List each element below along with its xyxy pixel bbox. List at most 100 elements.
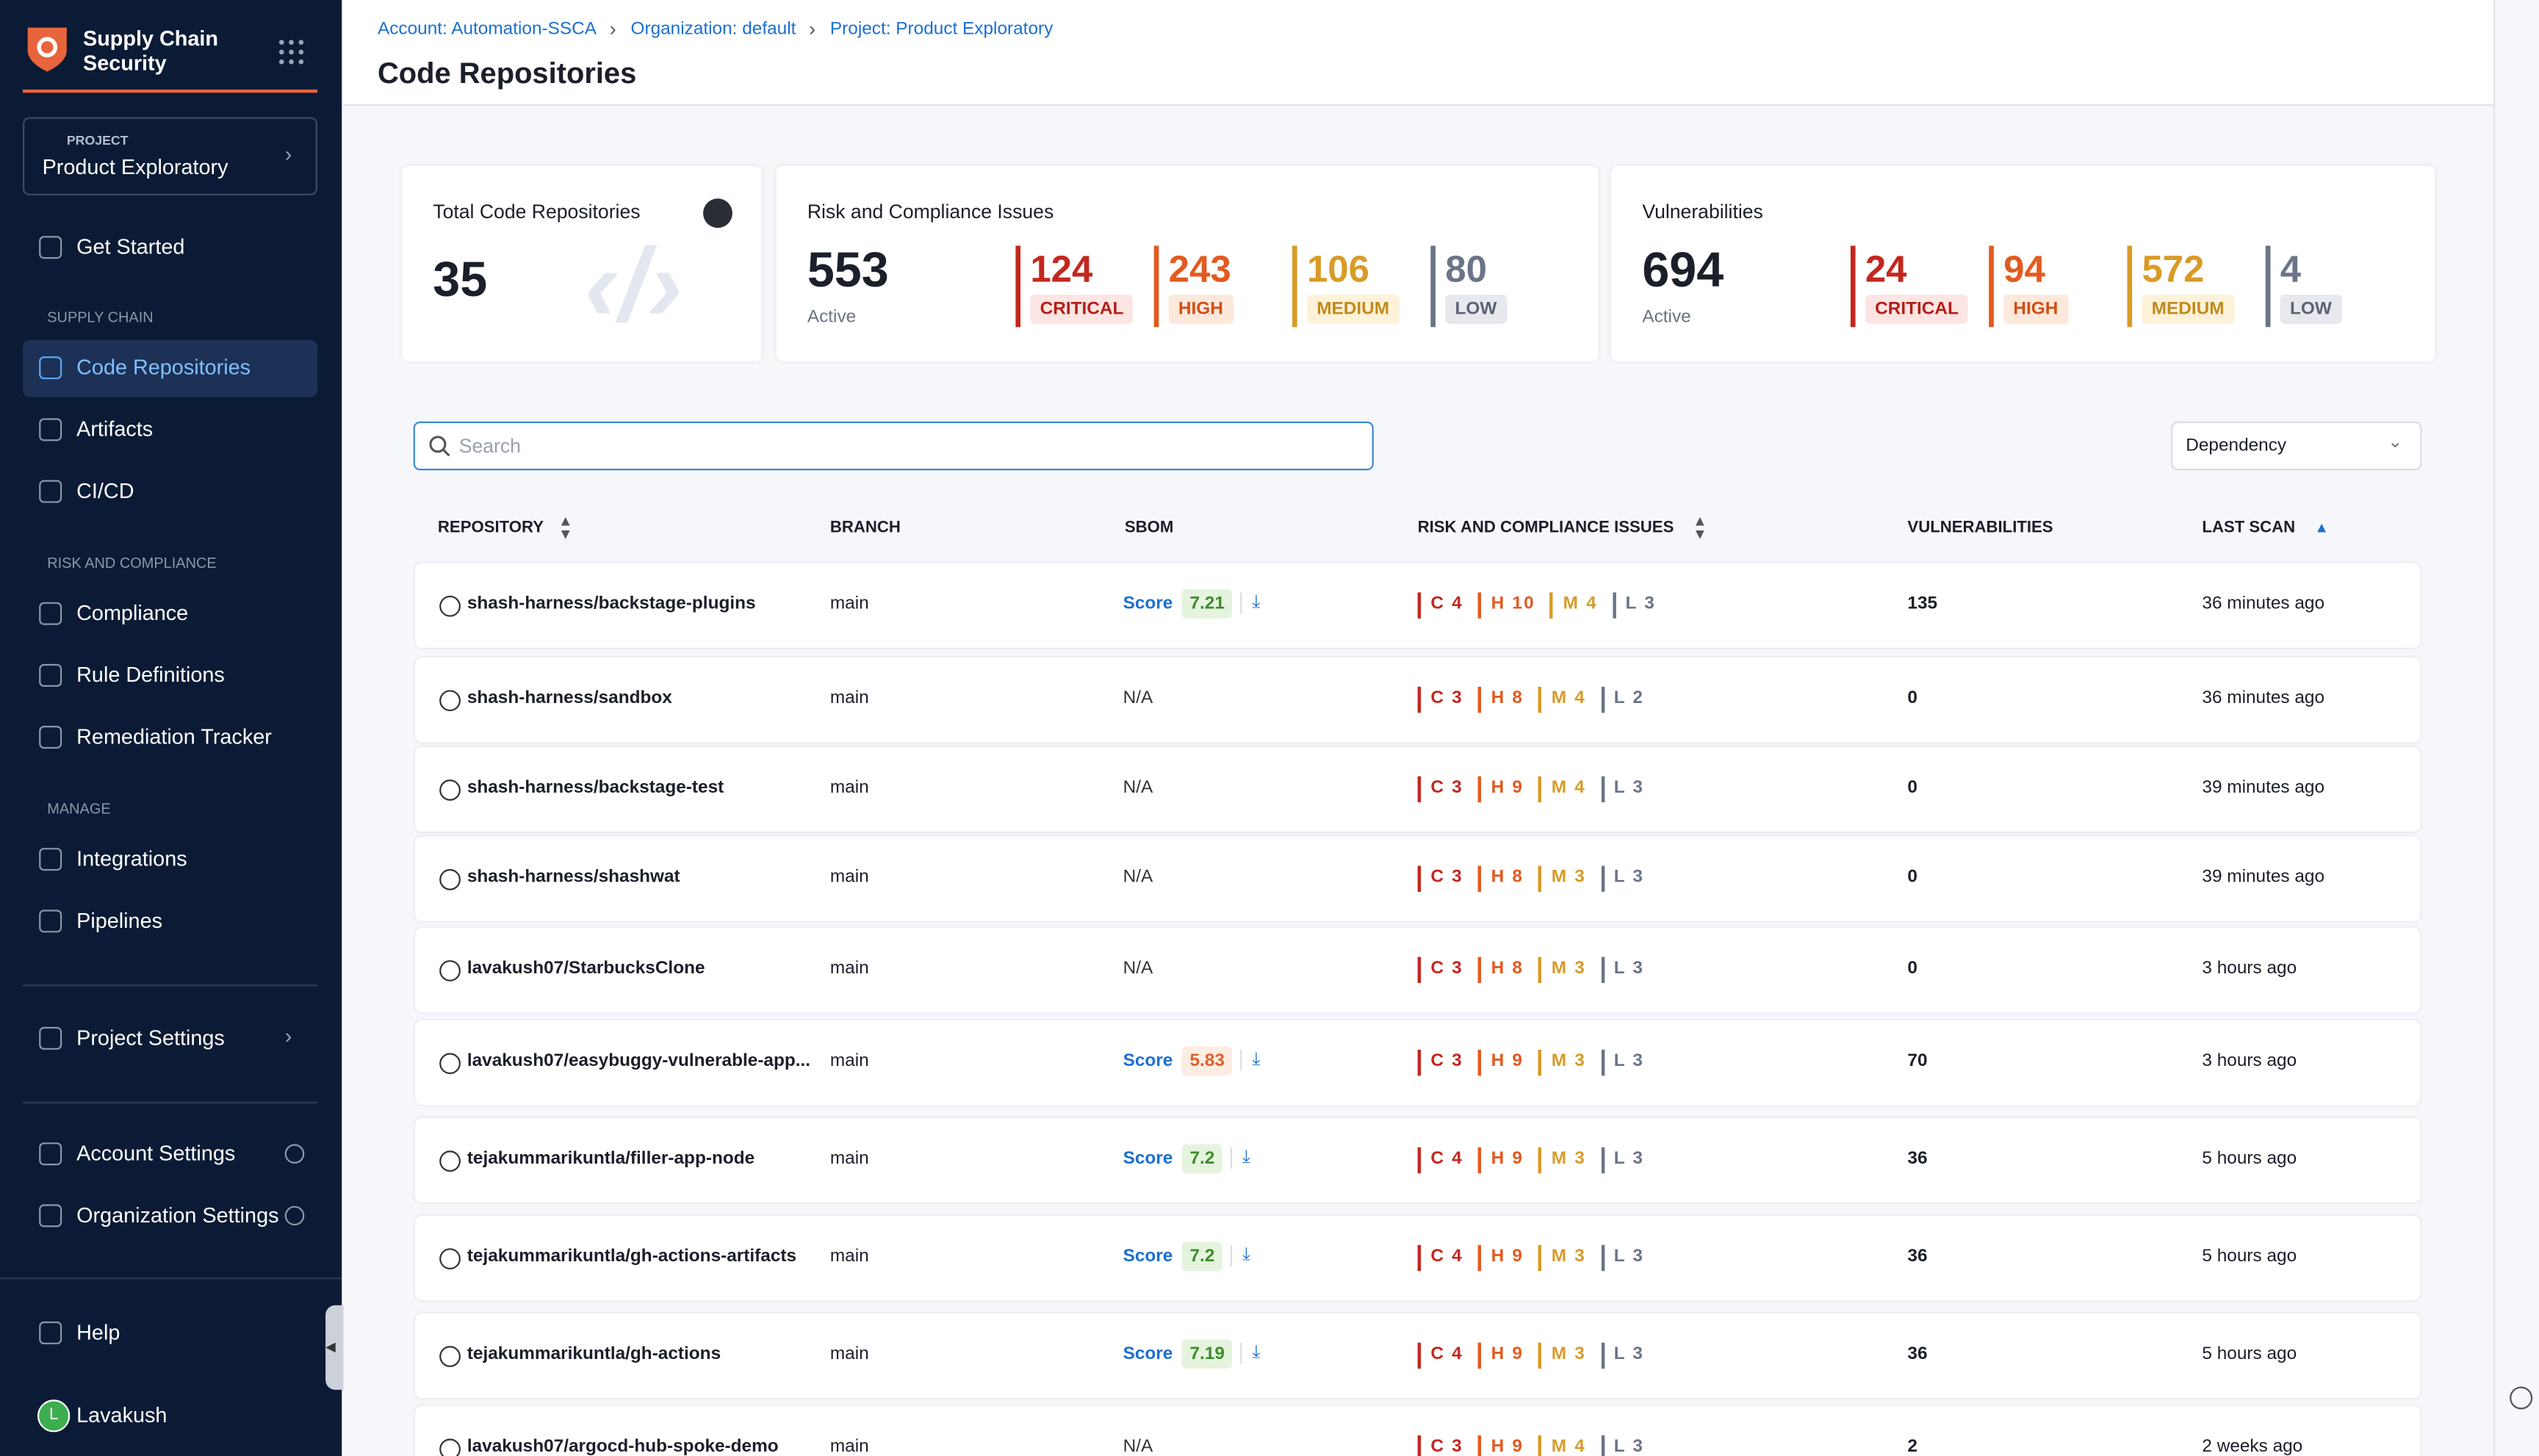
table-row[interactable]: shash-harness/shashwatmainN/AC 3H 8M 3L … [415,837,2420,921]
risk-count: M 3 [1552,959,1586,979]
table-row[interactable]: lavakush07/easybuggy-vulnerable-app... ma… [415,1020,2420,1105]
nav-item[interactable]: Get Started [76,234,184,259]
table-row[interactable]: lavakush07/argocd-hub-spoke-demomainN/AC… [415,1406,2420,1456]
sbom-score-label: Score [1123,1247,1173,1266]
breadcrumb[interactable]: Organization: default [630,20,796,40]
download-button[interactable]: ⤓ [1231,1147,1250,1169]
sbom-score: 7.21 [1181,589,1233,619]
risk-bar [1538,776,1541,802]
repository-name[interactable]: shash-harness/backstage-test [467,778,724,798]
nav-item[interactable]: Integrations [76,846,187,871]
level-count: 80 [1445,248,1487,292]
apps-grid-button[interactable] [278,39,304,65]
level-bar [1015,246,1020,328]
table-row[interactable]: tejakummarikuntla/filler-app-nodemainSco… [415,1118,2420,1203]
help-link[interactable]: Help [76,1320,120,1344]
risk-bar [1478,957,1481,983]
risk-count: M 3 [1552,1344,1586,1364]
nav-item[interactable]: Pipelines [76,908,162,932]
sbom-na: N/A [1123,1437,1153,1456]
nav-item[interactable]: Compliance [76,600,188,624]
column-header[interactable]: RISK AND COMPLIANCE ISSUES [1418,519,1674,537]
github-icon [439,1053,461,1074]
sort-icon: ▲ [2314,519,2329,536]
chat-icon[interactable] [2510,1387,2532,1410]
risk-bar [1418,1435,1421,1456]
branch: main [830,1437,869,1456]
repository-name[interactable]: tejakummarikuntla/filler-app-node [467,1149,755,1169]
nav-item[interactable]: Remediation Tracker [76,724,272,749]
repository-name[interactable]: shash-harness/shashwat [467,868,680,887]
vulnerability-count: 2 [1907,1437,1917,1456]
column-header[interactable]: SBOM [1125,519,1173,537]
download-button[interactable]: ⤓ [1241,1050,1260,1071]
nav-item[interactable]: Organization Settings [76,1203,278,1227]
nav-item[interactable]: Code Repositories [76,355,251,379]
info-icon [285,1206,305,1226]
breadcrumb[interactable]: Project: Product Exploratory [830,20,1053,40]
nav-item[interactable]: Rule Definitions [76,663,225,687]
code-watermark: ‹/› [584,225,683,345]
repository-name[interactable]: lavakush07/StarbucksClone [467,959,705,979]
repository-name[interactable]: tejakummarikuntla/gh-actions-artifacts [467,1247,796,1266]
column-header[interactable]: BRANCH [830,519,901,537]
level-label: LOW [2280,295,2341,324]
repository-name[interactable]: shash-harness/backstage-plugins [467,594,756,614]
risk-bar [1538,1050,1541,1075]
risk-bar [1418,776,1421,802]
risk-count: L 3 [1614,1149,1644,1169]
filter-label: Dependency [2186,436,2286,456]
divider [23,1102,317,1103]
sbom-score-label: Score [1123,1149,1173,1169]
project-label: PROJECT [67,134,129,148]
nav-item[interactable]: Artifacts [76,417,153,441]
risk-bar [1478,1245,1481,1271]
risk-bar [1418,866,1421,892]
nav-item[interactable]: Project Settings [76,1026,225,1050]
search-box[interactable]: Search [414,422,1374,470]
risk-bar [1478,1435,1481,1456]
level-count: 4 [2280,248,2301,292]
download-button[interactable]: ⤓ [1231,1245,1250,1266]
level-count: 572 [2142,248,2204,292]
download-button[interactable]: ⤓ [1241,1343,1260,1364]
github-icon [439,1438,461,1455]
project-selector[interactable]: PROJECT Product Exploratory › [23,118,317,195]
branch: main [830,688,869,708]
table-row[interactable]: tejakummarikuntla/gh-actions-artifacts ma… [415,1216,2420,1300]
sbom-na: N/A [1123,688,1153,708]
risk-count: C 3 [1430,688,1463,708]
github-icon [439,960,461,981]
breadcrumb[interactable]: Account: Automation-SSCA [378,20,597,40]
table-row[interactable]: lavakush07/StarbucksClonemainN/AC 3H 8M … [415,928,2420,1012]
nav-item[interactable]: Account Settings [76,1141,235,1165]
repository-name[interactable]: lavakush07/easybuggy-vulnerable-app... [467,1051,810,1071]
help-icon [39,1322,62,1344]
table-row[interactable]: shash-harness/sandboxmainN/AC 3H 8M 4L 2… [415,657,2420,742]
column-header[interactable]: REPOSITORY [438,519,544,537]
repository-name[interactable]: lavakush07/argocd-hub-spoke-demo [467,1437,779,1456]
branch: main [830,1344,869,1364]
breadcrumb-sep: › [809,18,815,40]
download-button[interactable]: ⤓ [1241,592,1260,613]
column-header[interactable]: VULNERABILITIES [1907,519,2053,537]
table-row[interactable]: tejakummarikuntla/gh-actionsmainScore7.1… [415,1313,2420,1398]
level-bar [2266,246,2271,328]
card-value-label: Active [807,308,856,328]
branch: main [830,1051,869,1071]
page-title: Code Repositories [378,57,636,92]
column-header[interactable]: LAST SCAN [2202,519,2295,537]
risk-count: L 3 [1614,778,1644,798]
table-row[interactable]: shash-harness/backstage-testmainN/AC 3H … [415,747,2420,832]
repository-name[interactable]: tejakummarikuntla/gh-actions [467,1344,721,1364]
sbom-score-label: Score [1123,1344,1173,1364]
branch: main [830,1247,869,1266]
card-value: 35 [433,254,487,309]
user-name[interactable]: Lavakush [76,1403,167,1427]
collapse-handle[interactable]: ◀ [325,1305,343,1390]
repository-name[interactable]: shash-harness/sandbox [467,688,672,708]
nav-item[interactable]: CI/CD [76,478,134,502]
filter-dropdown[interactable]: Dependency ⌄ [2171,422,2421,470]
table-row[interactable]: shash-harness/backstage-pluginsmainScore… [415,563,2420,648]
app-name-line: Supply Chain [83,26,218,50]
